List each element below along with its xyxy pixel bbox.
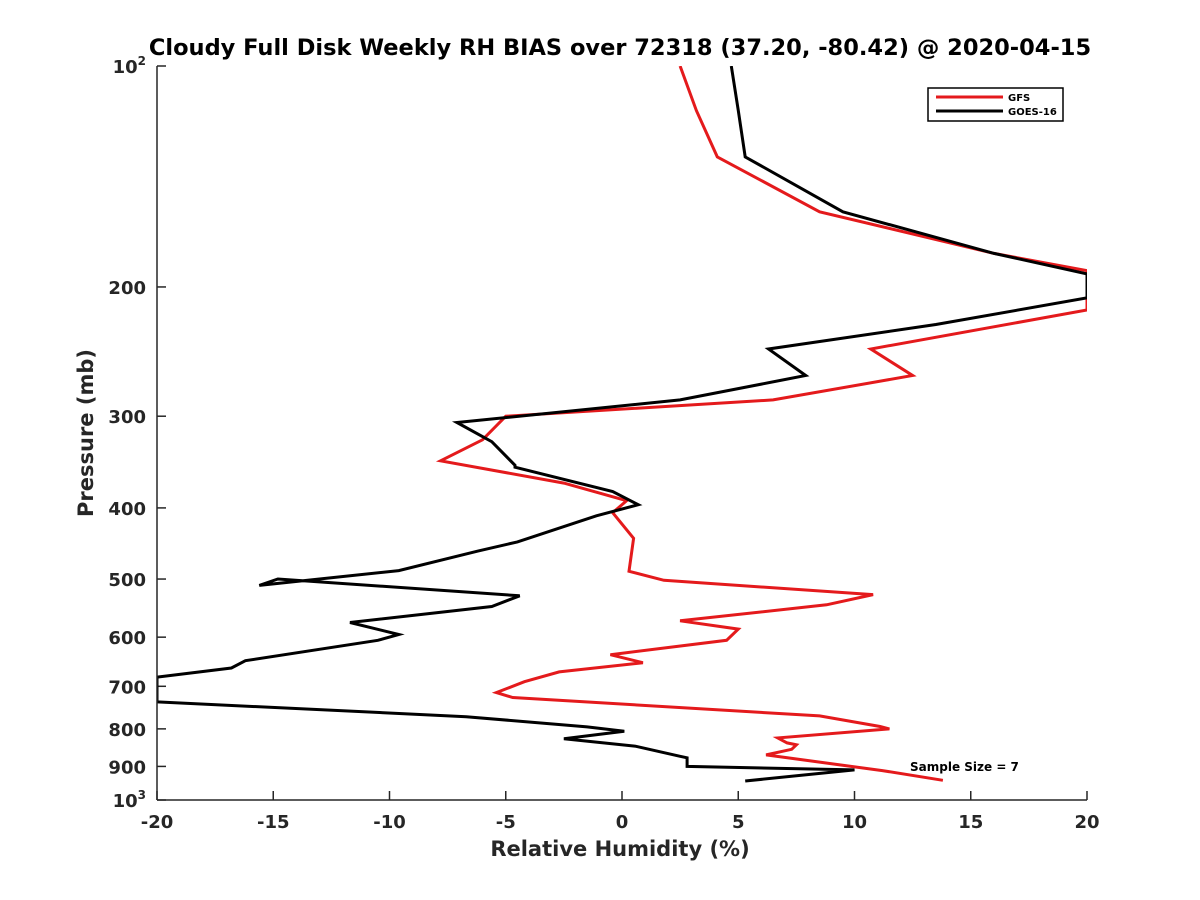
x-tick-label: 20 xyxy=(1074,812,1099,833)
legend-gfs-label: GFS xyxy=(1008,93,1030,104)
x-tick-label: -10 xyxy=(373,812,406,833)
y-tick-label: 200 xyxy=(108,278,146,299)
x-tick-label: 15 xyxy=(958,812,983,833)
plot-area xyxy=(157,66,1087,800)
x-tick-label: -15 xyxy=(257,812,290,833)
y-tick-label: 102 xyxy=(113,54,146,78)
y-tick-label: 103 xyxy=(113,788,146,812)
legend-goes16-label: GOES-16 xyxy=(1008,107,1057,118)
x-tick-label: -5 xyxy=(496,812,516,833)
chart-title: Cloudy Full Disk Weekly RH BIAS over 723… xyxy=(149,35,1091,61)
x-axis-ticks: -20 -15 -10 -5 0 5 10 15 20 xyxy=(141,791,1100,833)
x-tick-label: -20 xyxy=(141,812,174,833)
x-tick-label: 10 xyxy=(842,812,867,833)
goes16-series-line xyxy=(157,66,1087,783)
y-axis-ticks: 102 200 300 400 500 600 700 800 900 103 xyxy=(108,54,166,812)
y-tick-label: 400 xyxy=(108,499,146,520)
x-tick-label: 5 xyxy=(732,812,745,833)
plot-lines xyxy=(157,66,1087,783)
y-tick-label: 900 xyxy=(108,757,146,778)
y-tick-label: 300 xyxy=(108,407,146,428)
gfs-series-line xyxy=(435,66,1087,782)
legend-box xyxy=(927,87,1064,122)
sample-size-annotation: Sample Size = 7 xyxy=(910,760,1019,774)
y-tick-label: 700 xyxy=(108,677,146,698)
y-tick-label: 600 xyxy=(108,628,146,649)
legend: GFS GOES-16 xyxy=(927,87,1064,122)
y-tick-label: 500 xyxy=(108,570,146,591)
y-tick-label: 800 xyxy=(108,720,146,741)
y-axis-label: Pressure (mb) xyxy=(74,349,98,517)
x-axis-label: Relative Humidity (%) xyxy=(490,837,749,861)
x-tick-label: 0 xyxy=(616,812,629,833)
